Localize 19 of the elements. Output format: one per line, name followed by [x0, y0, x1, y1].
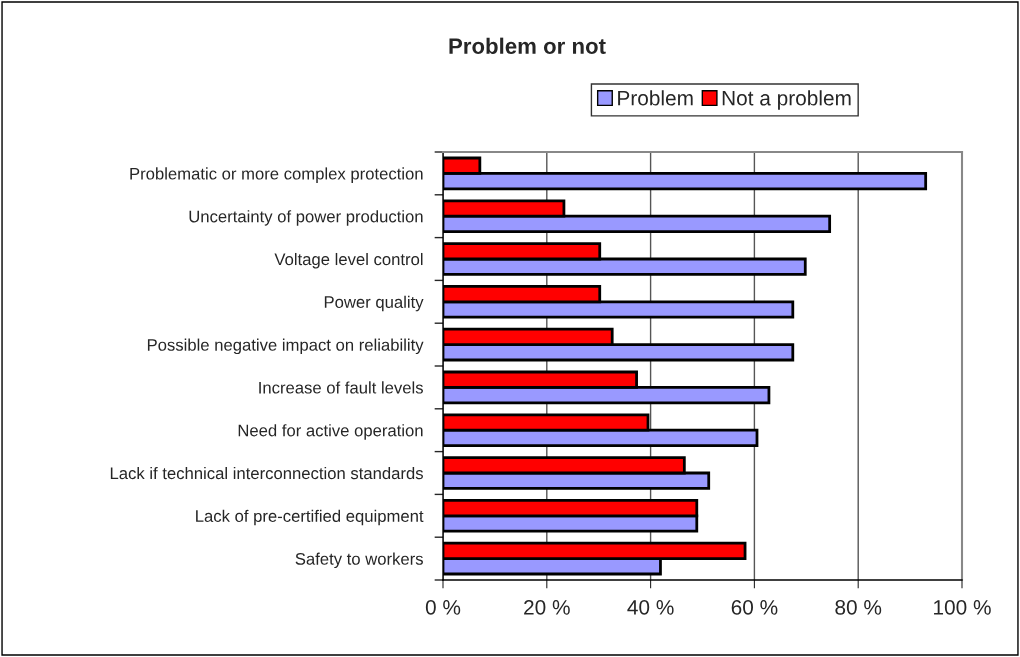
legend-label: Problem	[618, 90, 693, 106]
y-tick-label: Lack if technical interconnection standards	[110, 466, 423, 480]
x-tick-label: 80 %	[835, 599, 882, 615]
x-tick-label: 0 %	[425, 599, 461, 615]
y-tick-label: Safety to workers	[295, 552, 423, 569]
y-tick-label: Lack of pre-certified equipment	[196, 509, 424, 526]
y-tick-label: Possible negative impact on reliability	[147, 338, 424, 355]
y-tick-label: Power quality	[324, 295, 424, 312]
y-tick-label: Increase of fault levels	[259, 381, 423, 394]
y-tick-label: Uncertainty of power production	[189, 210, 423, 226]
chart-title: Problem or not	[449, 37, 606, 54]
y-tick-label: Voltage level control	[274, 252, 423, 269]
x-tick-label: 40 %	[627, 599, 674, 615]
x-tick-label: 100 %	[934, 599, 991, 615]
x-tick-label: 60 %	[731, 599, 778, 615]
legend-label: Not a problem	[722, 90, 851, 110]
y-tick-label: Need for active operation	[238, 424, 423, 440]
y-tick-label: Problematic or more complex protection	[130, 167, 423, 183]
x-tick-label: 20 %	[524, 599, 570, 615]
